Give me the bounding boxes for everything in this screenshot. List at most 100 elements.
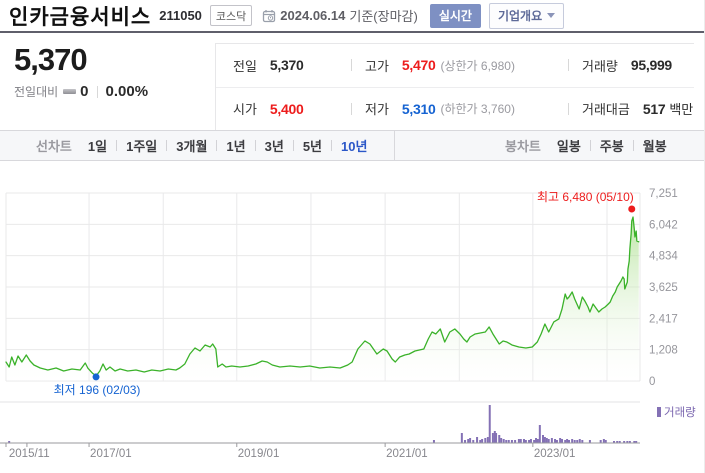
high-limit: (상한가 6,980): [440, 58, 515, 73]
candle-caption: 봉차트: [505, 139, 541, 154]
period-tab-6[interactable]: 5년: [302, 139, 323, 154]
flat-change-icon: [63, 89, 77, 94]
price-line: [5, 216, 640, 377]
current-price: 5,370: [14, 42, 88, 77]
divider: [351, 59, 352, 72]
y-axis-labels: 7,251 6,042 4,834 3,625 2,417 1,208 0: [649, 188, 678, 388]
volume-legend: 거래량: [657, 406, 696, 419]
low-annotation: 최저 196 (02/03): [54, 373, 141, 397]
trade-amount-cell: 거래대금 517 백만: [551, 99, 694, 118]
prev-close-label: 전일: [233, 58, 257, 74]
svg-text:6,042: 6,042: [649, 219, 678, 231]
period-tab-4[interactable]: 1년: [226, 139, 246, 154]
volume-value: 95,999: [630, 57, 672, 74]
quote-date-note: 기준(장마감): [349, 9, 418, 24]
period-tab-7[interactable]: 10년: [341, 139, 368, 154]
chart-toolbar: 선차트 1일 1주일 3개월 1년 3년 5년 10년 봉차트 일봉 주봉 월봉: [0, 130, 704, 161]
period-tab-2[interactable]: 1주일: [126, 139, 158, 154]
svg-text:최저 196 (02/03): 최저 196 (02/03): [54, 383, 141, 397]
x-axis-ticks: [5, 443, 534, 447]
company-overview-button[interactable]: 기업개요: [488, 2, 565, 29]
chart-area[interactable]: 7,251 6,042 4,834 3,625 2,417 1,208 0 최고 6,480…: [0, 161, 705, 472]
svg-text:2021/01: 2021/01: [386, 448, 428, 460]
stock-name: 인카금융서비스: [9, 5, 152, 29]
high-value: 5,470: [401, 57, 436, 74]
svg-text:2017/01: 2017/01: [90, 448, 132, 460]
low-label: 저가: [365, 102, 389, 118]
svg-text:2,417: 2,417: [649, 313, 678, 325]
change-row: 전일대비 0 0.00%: [14, 83, 148, 100]
divider: [216, 140, 218, 151]
low-cell: 저가 5,310 (하한가 3,760): [334, 99, 551, 118]
svg-text:1,208: 1,208: [649, 345, 678, 357]
divider: [632, 140, 634, 151]
svg-text:거래량: 거래량: [664, 406, 696, 419]
candle-tab-1[interactable]: 일봉: [556, 139, 581, 154]
volume-bars: [8, 405, 638, 443]
period-tab-1[interactable]: 1일: [87, 139, 108, 154]
market-badge: 코스닥: [209, 5, 253, 26]
high-cell: 고가 5,470 (상한가 6,980): [334, 56, 551, 75]
candle-tab-3[interactable]: 월봉: [642, 139, 667, 154]
trade-amount-value: 517: [642, 100, 666, 117]
realtime-button[interactable]: 실시간: [429, 3, 481, 28]
divider: [568, 102, 569, 115]
quote-date: 2024.06.14: [280, 8, 346, 23]
change-percent: 0.00%: [105, 83, 149, 100]
svg-text:2019/01: 2019/01: [238, 448, 280, 460]
low-limit: (하한가 3,760): [440, 102, 515, 117]
line-chart-tabs: 선차트 1일 1주일 3개월 1년 3년 5년 10년: [0, 131, 394, 160]
svg-text:최고 6,480 (05/10): 최고 6,480 (05/10): [537, 190, 634, 204]
change-value: 0: [80, 83, 89, 100]
divider: [351, 102, 352, 115]
price-volume-chart[interactable]: 7,251 6,042 4,834 3,625 2,417 1,208 0 최고 6,480…: [0, 161, 705, 472]
divider: [116, 140, 118, 151]
divider: [589, 140, 591, 151]
prev-close-value: 5,370: [269, 57, 304, 74]
svg-text:2023/01: 2023/01: [534, 448, 576, 460]
current-price-block: 5,370 전일대비 0 0.00%: [14, 42, 148, 100]
divider: [166, 140, 168, 151]
calendar-clock-icon: [262, 9, 276, 23]
svg-text:3,625: 3,625: [649, 282, 678, 294]
company-overview-label: 기업개요: [497, 8, 543, 23]
open-value: 5,400: [269, 100, 304, 117]
volume-cell: 거래량 95,999: [551, 56, 694, 75]
open-label: 시가: [233, 102, 257, 118]
svg-text:4,834: 4,834: [649, 251, 678, 263]
low-value: 5,310: [401, 100, 436, 117]
trade-amount-label: 거래대금: [582, 102, 630, 118]
svg-text:7,251: 7,251: [649, 188, 678, 200]
quote-summary-table: 전일 5,370 고가 5,470 (상한가 6,980) 거래량 95,999 시가 5,40…: [215, 43, 694, 130]
low-point-dot: [92, 373, 100, 381]
candle-tab-2[interactable]: 주봉: [599, 139, 624, 154]
open-cell: 시가 5,400: [216, 99, 334, 118]
chevron-down-icon: [547, 12, 556, 18]
svg-text:2015/11: 2015/11: [9, 448, 50, 460]
header: 인카금융서비스 211050 코스닥 2024.06.14 기준(장마감) 실시…: [0, 0, 704, 33]
price-area-fill: [6, 217, 639, 381]
high-annotation: 최고 6,480 (05/10): [537, 190, 636, 213]
trade-amount-unit: 백만: [669, 102, 694, 118]
x-axis-labels: 2015/11 2017/01 2019/01 2021/01 2023/01: [9, 448, 576, 460]
divider: [331, 140, 333, 151]
high-label: 고가: [365, 58, 389, 74]
candle-chart-tabs: 봉차트 일봉 주봉 월봉: [394, 131, 704, 160]
volume-label: 거래량: [582, 58, 618, 74]
divider: [568, 59, 569, 72]
divider: [292, 140, 294, 151]
change-label: 전일대비: [14, 85, 59, 99]
period-tab-5[interactable]: 3년: [264, 139, 284, 154]
quote-section: 5,370 전일대비 0 0.00% 전일 5,370 고가 5,470 (상한가 6,…: [0, 33, 704, 130]
svg-text:0: 0: [649, 376, 655, 388]
high-point-dot: [628, 205, 636, 213]
summary-row: 전일 5,370 고가 5,470 (상한가 6,980) 거래량 95,999: [216, 44, 694, 87]
stock-code: 211050: [159, 8, 202, 23]
divider: [254, 140, 256, 151]
summary-row: 시가 5,400 저가 5,310 (하한가 3,760) 거래대금 517 백만: [216, 86, 694, 131]
period-tab-3[interactable]: 3개월: [176, 139, 208, 154]
period-caption: 선차트: [36, 139, 72, 154]
volume-legend-swatch: [657, 407, 661, 417]
prev-close-cell: 전일 5,370: [216, 56, 334, 75]
